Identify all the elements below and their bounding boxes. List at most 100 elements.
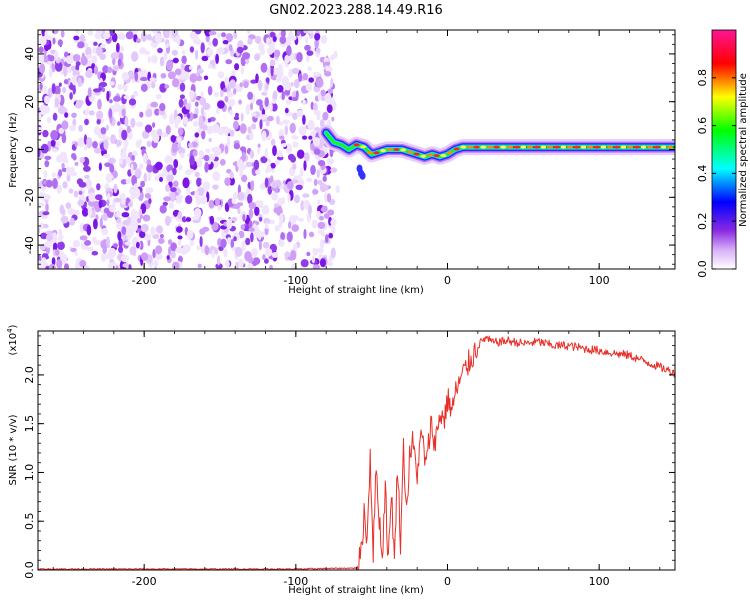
noise-blob bbox=[179, 94, 185, 100]
noise-blob bbox=[302, 99, 307, 106]
noise-blob bbox=[324, 92, 332, 104]
noise-blob bbox=[39, 36, 47, 46]
noise-blob bbox=[96, 30, 103, 36]
noise-blob bbox=[207, 85, 213, 96]
noise-blob bbox=[260, 156, 268, 164]
noise-blob bbox=[100, 127, 107, 135]
noise-blob bbox=[121, 192, 126, 203]
noise-blob bbox=[131, 210, 140, 220]
noise-blob bbox=[178, 237, 182, 247]
noise-blob bbox=[257, 80, 263, 91]
noise-blob bbox=[92, 236, 97, 244]
noise-blob bbox=[259, 182, 267, 190]
noise-blob bbox=[251, 260, 258, 267]
signal-peak bbox=[420, 154, 427, 158]
signal-peak bbox=[573, 145, 580, 149]
noise-blob bbox=[326, 157, 335, 165]
noise-blob bbox=[39, 191, 44, 200]
noise-blob bbox=[186, 229, 194, 240]
y-tick-label: 2.0 bbox=[23, 366, 36, 384]
signal-peak bbox=[533, 145, 540, 149]
noise-blob bbox=[317, 229, 325, 234]
noise-blob bbox=[98, 162, 102, 171]
noise-blob bbox=[139, 163, 144, 170]
noise-blob bbox=[279, 213, 284, 223]
noise-blob bbox=[83, 165, 91, 172]
noise-blob bbox=[63, 51, 69, 58]
noise-blob bbox=[240, 224, 246, 231]
noise-blob bbox=[247, 91, 254, 100]
noise-blob bbox=[125, 179, 131, 184]
noise-blob bbox=[100, 240, 106, 249]
noise-blob bbox=[44, 155, 52, 160]
noise-blob bbox=[267, 185, 273, 195]
signal-peak bbox=[493, 145, 500, 149]
noise-blob bbox=[180, 63, 185, 70]
noise-blob bbox=[183, 116, 189, 125]
noise-blob bbox=[62, 86, 67, 94]
noise-blob bbox=[107, 192, 111, 200]
noise-blob bbox=[149, 77, 157, 82]
noise-blob bbox=[181, 55, 187, 65]
noise-blob bbox=[136, 121, 144, 127]
noise-blob bbox=[146, 164, 154, 173]
noise-blob bbox=[165, 43, 169, 48]
noise-blob bbox=[109, 163, 115, 173]
signal-peak bbox=[520, 145, 527, 149]
noise-blob bbox=[130, 117, 136, 128]
noise-blob bbox=[57, 241, 65, 250]
noise-blob bbox=[128, 201, 133, 208]
noise-blob bbox=[45, 179, 53, 188]
noise-blob bbox=[230, 238, 235, 249]
snr-scale-close: ) bbox=[8, 324, 19, 328]
noise-blob bbox=[73, 190, 79, 198]
noise-blob bbox=[298, 217, 304, 222]
noise-blob bbox=[290, 250, 297, 261]
noise-blob bbox=[285, 99, 292, 105]
signal-peak bbox=[567, 145, 573, 149]
noise-blob bbox=[175, 115, 182, 125]
noise-blob bbox=[104, 162, 112, 167]
noise-blob bbox=[126, 226, 134, 238]
noise-blob bbox=[248, 202, 256, 209]
noise-blob bbox=[201, 195, 208, 205]
noise-blob bbox=[85, 69, 93, 79]
noise-blob bbox=[204, 118, 209, 125]
noise-blob bbox=[77, 137, 85, 148]
noise-blob bbox=[54, 85, 61, 96]
noise-blob bbox=[117, 121, 121, 126]
colorbar-tick-label: 0.2 bbox=[696, 212, 709, 230]
noise-blob bbox=[223, 248, 228, 258]
noise-blob bbox=[229, 129, 235, 137]
noise-blob bbox=[155, 252, 163, 261]
noise-blob bbox=[262, 241, 270, 249]
noise-blob bbox=[170, 135, 176, 143]
noise-blob bbox=[303, 160, 307, 171]
noise-blob bbox=[165, 125, 171, 135]
noise-blob bbox=[204, 161, 209, 173]
signal-peak bbox=[560, 145, 567, 149]
noise-blob bbox=[244, 250, 252, 262]
noise-blob bbox=[312, 137, 321, 147]
noise-blob bbox=[319, 183, 327, 193]
noise-blob bbox=[205, 148, 211, 153]
noise-blob bbox=[153, 259, 159, 267]
noise-blob bbox=[292, 243, 298, 251]
noise-blob bbox=[313, 178, 318, 186]
noise-blob bbox=[79, 260, 87, 268]
noise-blob bbox=[233, 116, 240, 121]
snr-xlabel: Height of straight line (km) bbox=[288, 585, 424, 596]
noise-blob bbox=[257, 147, 261, 154]
signal-peak bbox=[380, 149, 387, 153]
noise-blob bbox=[207, 118, 212, 123]
noise-blob bbox=[264, 226, 269, 236]
signal-peak bbox=[473, 145, 480, 149]
noise-blob bbox=[134, 71, 139, 82]
noise-blob bbox=[70, 65, 76, 72]
noise-blob bbox=[316, 169, 320, 179]
noise-blob bbox=[233, 120, 239, 130]
noise-blob bbox=[84, 118, 89, 126]
noise-blob bbox=[166, 255, 170, 260]
noise-blob bbox=[45, 35, 53, 41]
noise-blob bbox=[280, 232, 285, 241]
